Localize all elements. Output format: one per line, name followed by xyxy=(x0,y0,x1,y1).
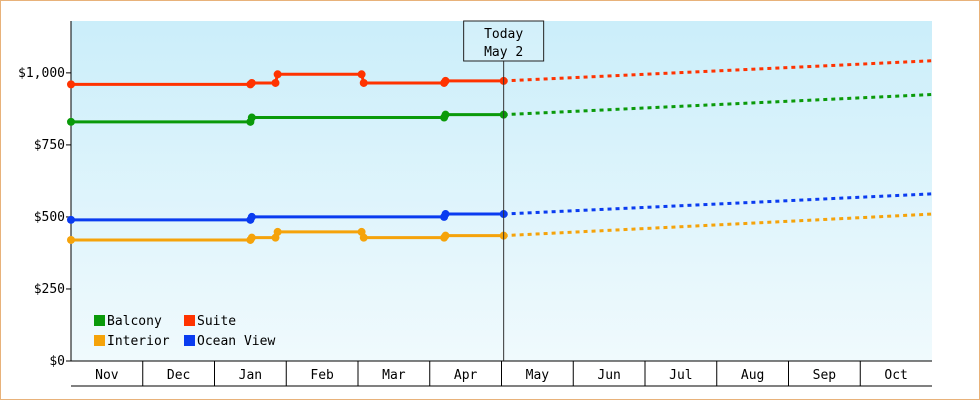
x-tick-label: Oct xyxy=(884,368,907,383)
x-axis: Nov Dec Jan Feb Mar Apr May Jun Jul Aug Sep Oct xyxy=(71,360,932,387)
legend-label-balcony: Balcony xyxy=(107,314,162,329)
data-point-ocean-view[interactable] xyxy=(441,210,450,219)
legend-swatch-ocean-view xyxy=(184,335,195,346)
x-tick-label: Feb xyxy=(310,368,334,383)
series-lines xyxy=(67,59,933,244)
y-tick-label: $250 xyxy=(34,282,65,297)
legend-swatch-balcony xyxy=(94,315,105,326)
data-point-interior[interactable] xyxy=(247,233,256,242)
x-tick-label: May xyxy=(526,368,550,383)
legend-label-ocean-view: Ocean View xyxy=(197,334,275,349)
data-point-balcony[interactable] xyxy=(247,113,256,122)
x-tick-label: Dec xyxy=(167,368,190,383)
x-tick-label: Apr xyxy=(454,368,478,383)
y-tick-label: $0 xyxy=(49,354,65,369)
plot-area xyxy=(71,21,932,361)
data-point-suite[interactable] xyxy=(359,78,368,87)
x-tick-label: Aug xyxy=(741,368,764,383)
x-tick-label: Sep xyxy=(813,368,837,383)
today-label-box xyxy=(463,20,545,62)
data-point-interior[interactable] xyxy=(441,231,450,240)
legend-swatch-suite xyxy=(184,315,195,326)
data-point-suite[interactable] xyxy=(273,70,282,79)
legend-label-interior: Interior xyxy=(107,334,170,349)
legend: Balcony Suite Interior Ocean View xyxy=(94,314,275,349)
x-tick-label: Jul xyxy=(669,368,692,383)
x-tick-label: Jan xyxy=(239,368,262,383)
data-point-balcony[interactable] xyxy=(67,117,75,126)
legend-swatch-interior xyxy=(94,335,105,346)
data-point-interior[interactable] xyxy=(359,233,368,242)
data-point-balcony[interactable] xyxy=(441,110,450,119)
data-point-suite[interactable] xyxy=(357,70,366,79)
data-point-suite[interactable] xyxy=(271,78,280,87)
data-point-ocean-view[interactable] xyxy=(247,212,256,221)
today-marker: Today May 2 xyxy=(463,20,545,361)
today-label: Today xyxy=(484,27,523,42)
series-line-balcony xyxy=(71,113,504,124)
x-tick-label: Jun xyxy=(597,368,620,383)
legend-label-suite: Suite xyxy=(197,314,236,329)
data-point-interior[interactable] xyxy=(273,227,282,236)
y-tick-label: $1,000 xyxy=(18,66,65,81)
data-point-suite[interactable] xyxy=(441,76,450,85)
y-axis: $0 $250 $500 $750 $1,000 xyxy=(18,21,72,369)
data-point-ocean-view[interactable] xyxy=(67,215,75,224)
y-tick-label: $500 xyxy=(34,210,65,225)
x-tick-label: Mar xyxy=(382,368,406,383)
today-date: May 2 xyxy=(484,45,523,60)
data-point-interior[interactable] xyxy=(67,235,75,244)
data-point-suite[interactable] xyxy=(67,80,75,89)
data-point-suite[interactable] xyxy=(247,78,256,87)
x-tick-label: Nov xyxy=(95,368,119,383)
series-line-ocean-view xyxy=(71,212,504,222)
y-tick-label: $750 xyxy=(34,138,65,153)
